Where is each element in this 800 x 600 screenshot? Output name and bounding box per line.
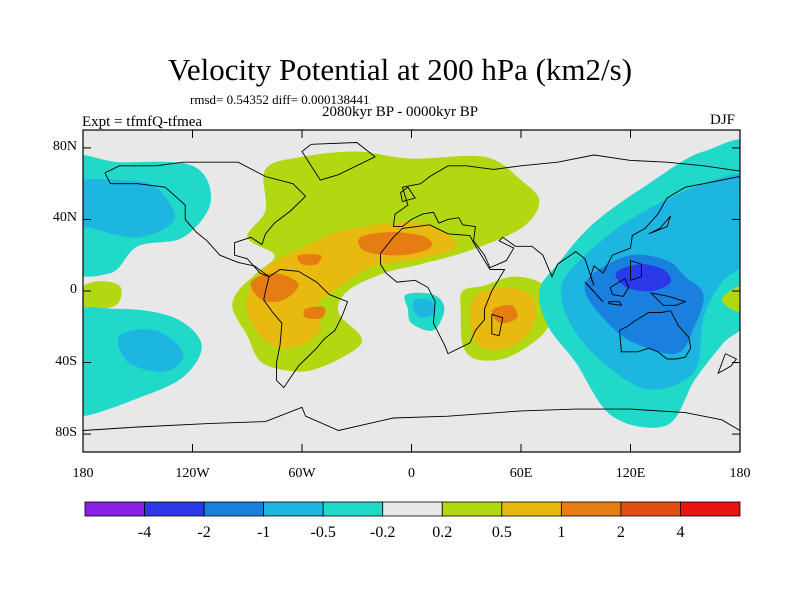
colorbar-label: -1 — [256, 524, 271, 541]
colorbar-swatch-6 — [441, 501, 503, 517]
y-tick-label: 80N — [52, 138, 77, 154]
contour-region-20 — [615, 264, 672, 292]
x-tick-label: 60W — [288, 466, 316, 481]
coastline-5 — [392, 154, 740, 286]
experiment-label: Expt = tfmfQ-tfmea — [82, 114, 203, 130]
coastline-11 — [630, 259, 642, 281]
map-title: Velocity Potential at 200 hPa (km2/s) — [167, 52, 633, 87]
colorbar — [84, 501, 741, 517]
colorbar-label: -2 — [197, 524, 211, 541]
colorbar-swatch-4 — [322, 501, 384, 517]
stats-readout: rmsd= 0.54352 diff= 0.000138441 — [190, 92, 370, 107]
colorbar-swatch-0 — [84, 501, 145, 517]
y-tick-label: 40N — [52, 210, 77, 226]
contour-region-5 — [303, 306, 326, 320]
coastline-10 — [650, 292, 687, 306]
coastline-13 — [717, 353, 738, 375]
period-label: 2080kyr BP - 0000kyr BP — [322, 104, 479, 120]
coastline-8 — [608, 301, 623, 306]
coastline-2 — [263, 269, 349, 389]
x-tick-label: 180 — [72, 466, 94, 481]
contour-region-16 — [412, 298, 436, 318]
colorbar-swatch-1 — [144, 501, 205, 517]
colorbar-swatch-8 — [560, 501, 622, 517]
colorbar-label: 0.5 — [491, 524, 512, 541]
colorbar-swatch-2 — [203, 501, 265, 517]
colorbar-swatch-10 — [680, 501, 741, 517]
contour-region-14 — [117, 329, 184, 372]
contour-region-4 — [297, 254, 322, 266]
colorbar-label: 0.2 — [432, 524, 453, 541]
coastline-0 — [104, 161, 307, 278]
colorbar-swatch-7 — [501, 501, 562, 517]
contour-region-21 — [721, 285, 740, 313]
coastline-9 — [609, 277, 630, 297]
colorbar-label: -0.2 — [370, 524, 396, 541]
colorbar-swatch-9 — [620, 501, 681, 517]
contour-field — [83, 130, 740, 452]
contour-region-9 — [83, 281, 122, 310]
coastline-15 — [83, 406, 740, 431]
x-tick-label: 0 — [408, 466, 415, 481]
coastline-3 — [380, 224, 506, 355]
colorbar-label: -0.5 — [310, 524, 336, 541]
colorbar-label: 1 — [557, 524, 566, 541]
coastline-6 — [619, 310, 692, 360]
coastline-7 — [584, 281, 604, 303]
colorbar-label: -4 — [137, 524, 152, 541]
contour-region-3 — [250, 273, 299, 303]
x-tick-label: 120W — [175, 466, 210, 481]
colorbar-swatch-3 — [263, 501, 324, 517]
colorbar-label: 4 — [676, 524, 685, 541]
coastline-1 — [301, 142, 376, 181]
contour-region-8 — [491, 304, 518, 324]
coastline-4 — [491, 313, 504, 337]
y-tick-label: 0 — [70, 282, 77, 297]
x-tick-label: 180 — [729, 466, 751, 481]
season-label: DJF — [710, 112, 736, 128]
coastline-12 — [648, 215, 672, 235]
y-tick-label: 40S — [55, 353, 77, 369]
contour-region-2 — [358, 232, 432, 256]
coastline-14 — [400, 186, 416, 203]
x-tick-label: 60E — [509, 466, 533, 481]
x-tick-label: 120E — [615, 466, 646, 481]
contour-region-19 — [584, 254, 704, 355]
colorbar-swatch-5 — [382, 501, 443, 517]
coastlines — [83, 142, 740, 431]
y-tick-label: 80S — [55, 425, 77, 441]
colorbar-label: 2 — [616, 524, 625, 541]
contour-region-12 — [137, 214, 166, 233]
